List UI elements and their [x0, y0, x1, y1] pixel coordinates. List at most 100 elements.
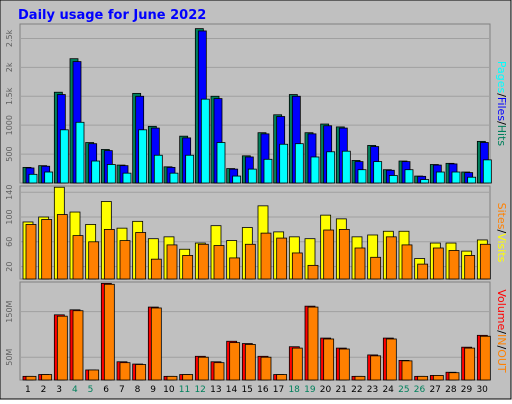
bar-out-day-17 [276, 374, 288, 381]
bar-sites-day-4 [72, 235, 84, 280]
x-tick-label: 27 [429, 385, 440, 395]
bar-pages-day-6 [106, 164, 116, 184]
bar-sites-day-13 [213, 245, 225, 280]
bar-sites-day-22 [354, 247, 366, 280]
bar-sites-day-16 [260, 232, 272, 280]
x-tick-label: 29 [461, 385, 473, 395]
bar-out-day-1 [25, 375, 37, 381]
bar-pages-day-20 [326, 151, 336, 184]
bar-pages-day-17 [279, 143, 289, 184]
x-tick-label: 14 [226, 385, 238, 395]
x-tick-label: 10 [163, 385, 175, 395]
y-tick-label: 2k [5, 62, 14, 72]
bar-out-day-25 [401, 360, 413, 381]
bar-sites-day-29 [464, 255, 476, 280]
bar-out-day-3 [56, 315, 68, 381]
y-tick-label: 20 [5, 262, 14, 272]
bar-sites-day-8 [135, 232, 147, 280]
axis-label-part: Pages [495, 61, 508, 94]
bar-out-day-9 [150, 307, 162, 381]
axis-label-1: Pages/Files/Hits [495, 61, 508, 147]
bar-out-day-14 [229, 342, 241, 381]
x-tick-label: 18 [288, 385, 300, 395]
bar-out-day-15 [244, 344, 256, 381]
bar-out-day-24 [385, 338, 397, 381]
bar-sites-day-1 [25, 224, 37, 280]
bar-sites-day-2 [41, 219, 53, 280]
axis-label-part: OUT [495, 349, 508, 373]
axis-label-part: / [495, 121, 508, 125]
bar-sites-day-17 [276, 237, 288, 280]
axis-label-part: Hits [495, 125, 508, 147]
axis-label-part: Files [495, 97, 508, 121]
bar-sites-day-15 [244, 243, 256, 280]
axis-label-3: Volume/IN/OUT [495, 289, 508, 373]
x-tick-label: 23 [367, 385, 378, 395]
bar-pages-day-24 [388, 175, 398, 184]
bar-pages-day-14 [232, 175, 242, 184]
bar-sites-day-25 [401, 244, 413, 280]
x-tick-label: 4 [72, 385, 78, 395]
axis-label-part: / [495, 229, 508, 233]
bar-out-day-21 [338, 348, 350, 381]
bar-pages-day-1 [28, 173, 38, 184]
svg-text:Sites/Visits: Sites/Visits [495, 203, 508, 263]
x-axis-labels: 1 2 3 4 5 6 7 8 9 10 11 12 13 14 15 16 17 18 19 20 21 22 23 24 2… [25, 385, 488, 395]
bar-sites-day-10 [166, 244, 178, 280]
chart-title: Daily usage for June 2022 [18, 8, 206, 23]
panel-2: 20 60 100 140 Sites/Visits [5, 185, 508, 280]
bar-sites-day-19 [307, 264, 319, 280]
bar-sites-day-30 [479, 243, 491, 280]
bar-sites-day-3 [56, 214, 68, 280]
y-tick-label: 1000 [5, 115, 14, 135]
x-tick-label: 20 [320, 385, 332, 395]
y-tick-label: 50M [5, 349, 14, 366]
bar-out-day-6 [103, 283, 115, 381]
axis-label-part: / [495, 345, 508, 349]
x-tick-label: 6 [103, 385, 109, 395]
bar-pages-day-13 [216, 142, 226, 184]
bar-out-day-22 [354, 375, 366, 381]
bar-out-day-2 [41, 374, 53, 381]
y-tick-label: 100 [5, 209, 14, 224]
bar-out-day-16 [260, 356, 272, 381]
bar-sites-day-20 [323, 229, 335, 280]
bar-out-day-20 [323, 338, 335, 381]
bar-pages-day-11 [185, 154, 195, 184]
x-tick-label: 25 [398, 385, 409, 395]
bar-out-day-30 [479, 335, 491, 381]
bar-sites-day-14 [229, 257, 241, 280]
bar-pages-day-8 [138, 129, 148, 184]
x-tick-label: 13 [210, 385, 221, 395]
bar-out-day-23 [370, 355, 382, 381]
x-tick-label: 28 [445, 385, 457, 395]
x-tick-label: 1 [25, 385, 31, 395]
bar-out-day-26 [417, 375, 429, 381]
bar-sites-day-9 [150, 258, 162, 280]
bar-out-day-7 [119, 362, 131, 381]
bar-pages-day-29 [467, 176, 477, 184]
x-tick-label: 9 [150, 385, 156, 395]
bar-sites-day-21 [338, 228, 350, 280]
x-tick-label: 7 [119, 385, 125, 395]
bar-pages-day-23 [373, 161, 383, 184]
axis-label-2: Sites/Visits [495, 203, 508, 263]
axis-label-part: Sites [495, 203, 508, 230]
bar-pages-day-19 [310, 156, 320, 184]
bar-pages-day-30 [482, 159, 492, 184]
axis-label-part: Visits [495, 233, 508, 262]
bar-out-day-8 [135, 364, 147, 381]
bar-pages-day-2 [44, 171, 54, 184]
bar-pages-day-4 [75, 121, 85, 184]
x-tick-label: 15 [241, 385, 252, 395]
bar-pages-day-9 [153, 154, 163, 184]
bar-pages-day-7 [122, 172, 132, 184]
bar-sites-day-11 [182, 255, 194, 280]
bar-out-day-19 [307, 306, 319, 381]
bar-pages-day-12 [200, 98, 210, 184]
bar-sites-day-24 [385, 236, 397, 280]
y-tick-label: 140 [5, 185, 14, 200]
bar-out-day-10 [166, 375, 178, 381]
